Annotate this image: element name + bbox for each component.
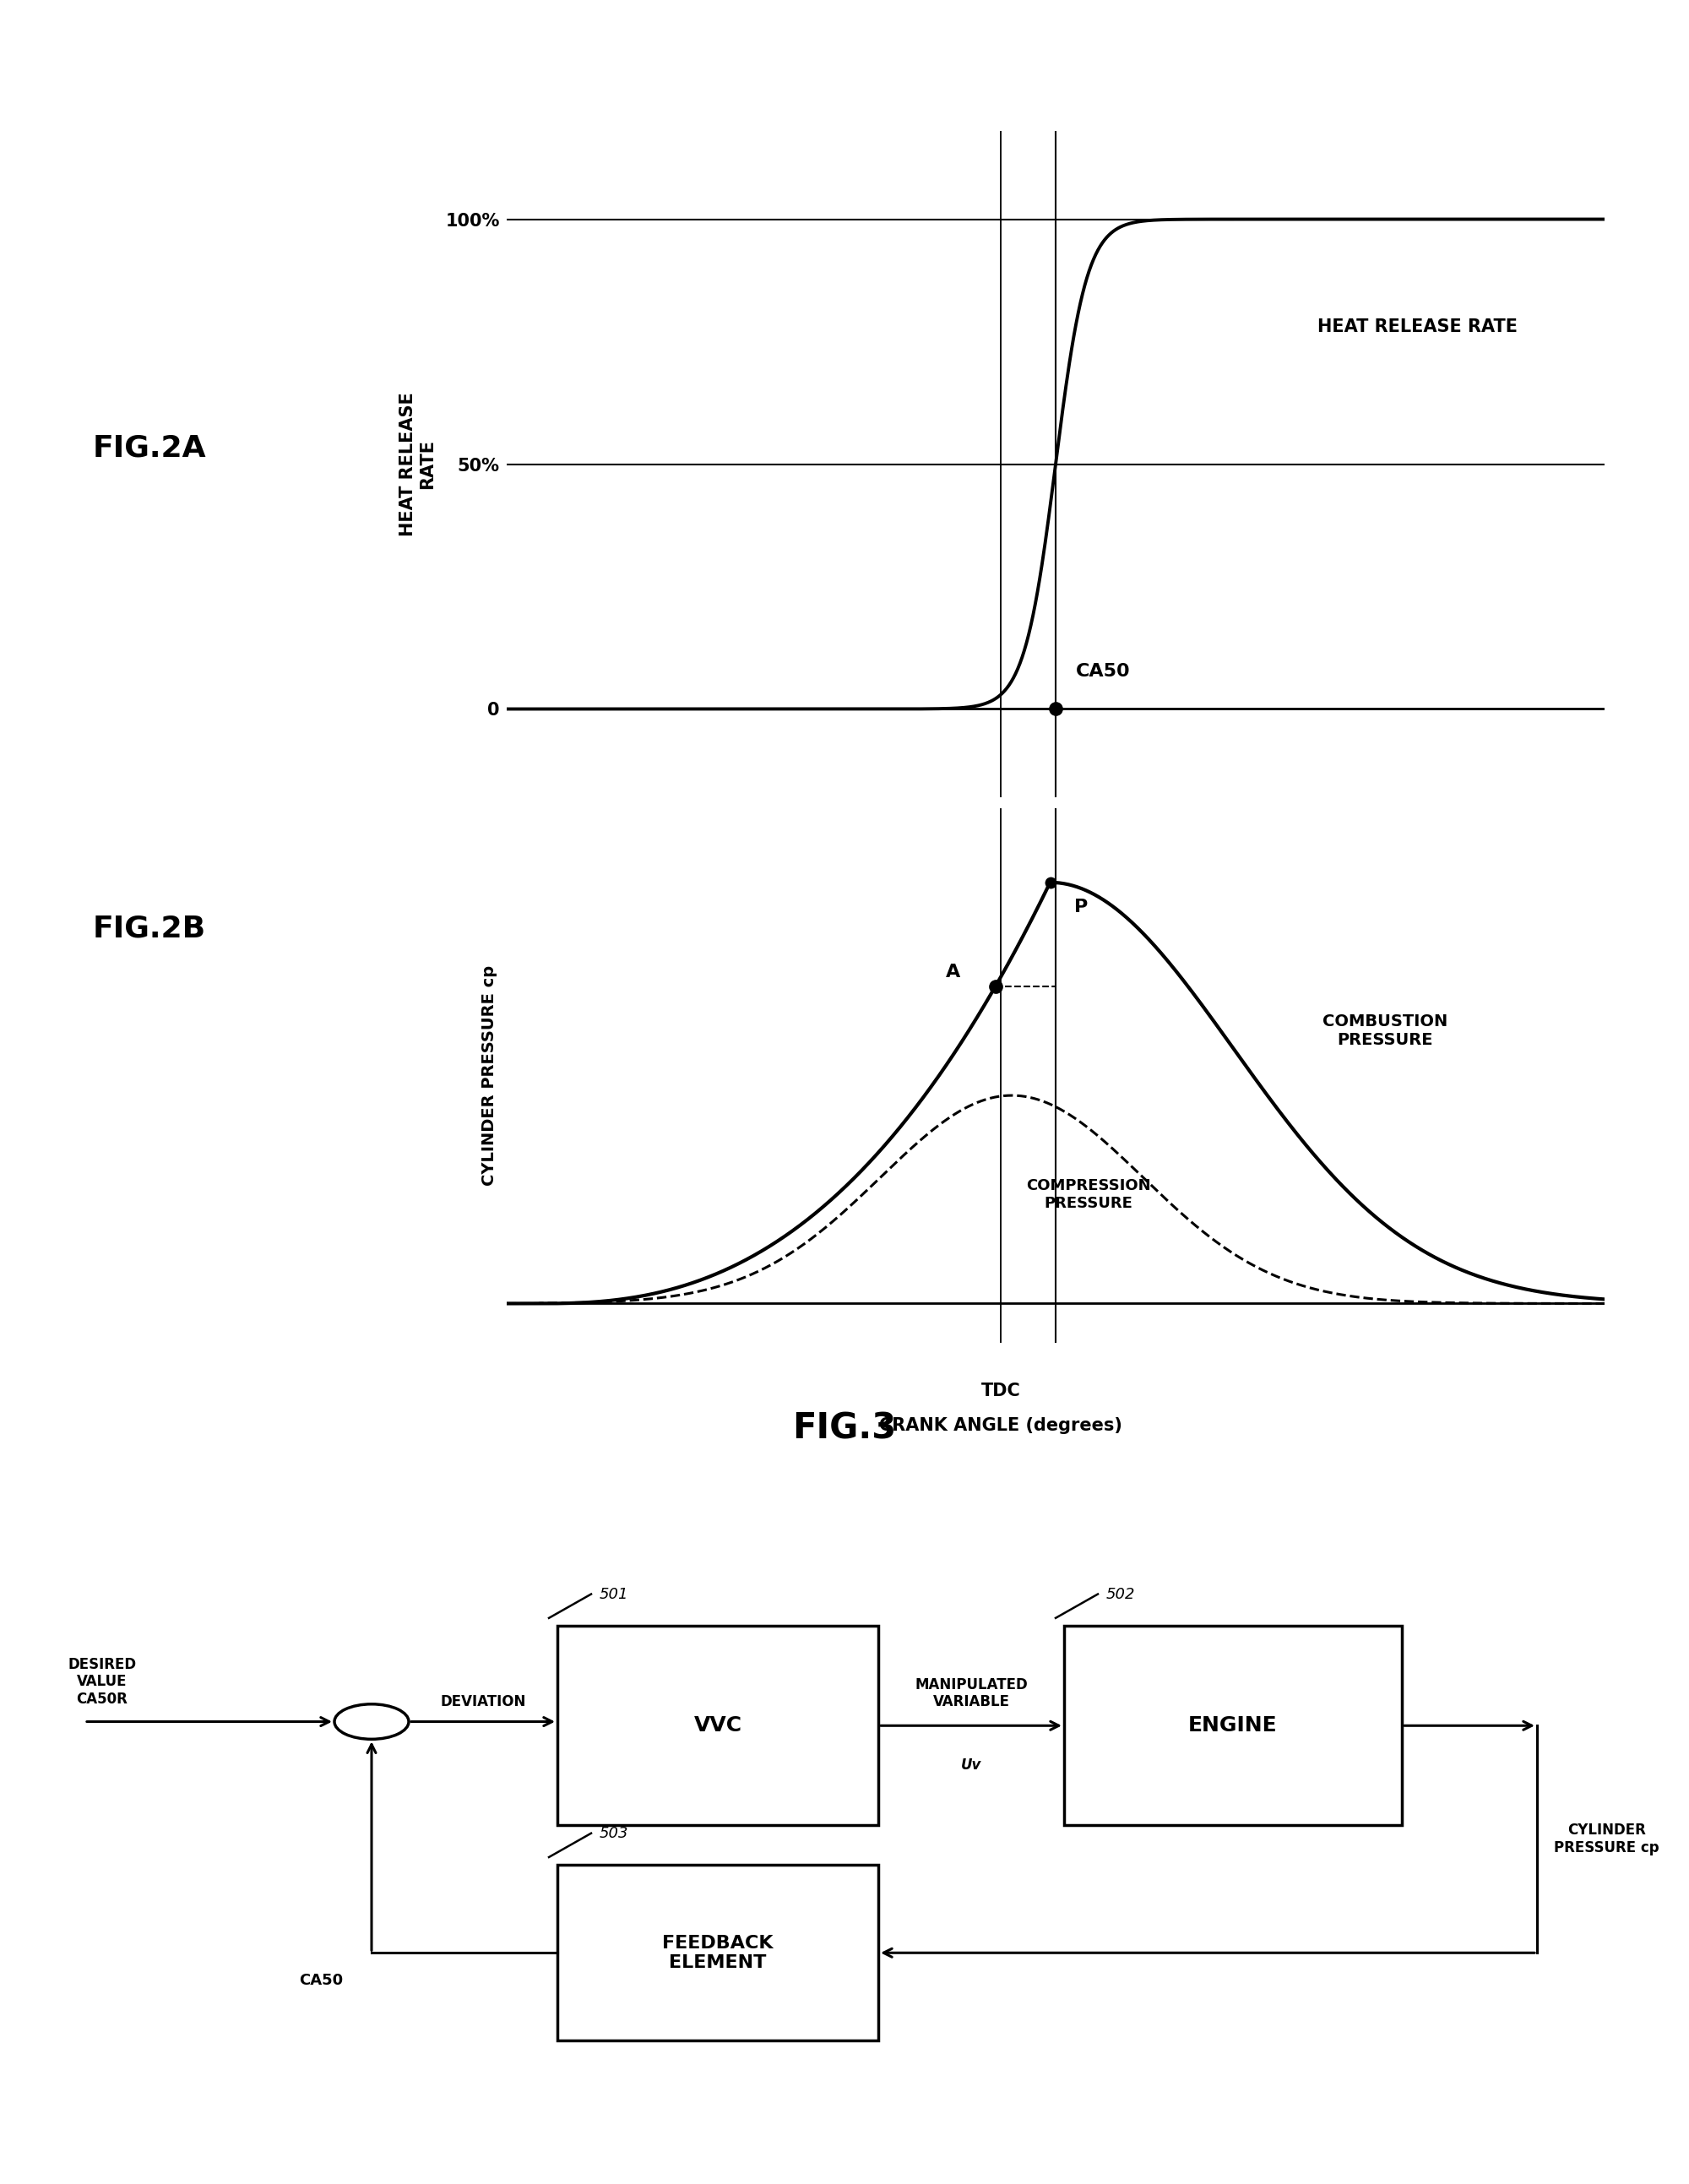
Y-axis label: CYLINDER PRESSURE cp: CYLINDER PRESSURE cp bbox=[481, 965, 497, 1186]
Bar bbox=[557, 1865, 878, 2040]
Text: 502: 502 bbox=[1106, 1588, 1135, 1603]
Text: FEEDBACK
ELEMENT: FEEDBACK ELEMENT bbox=[662, 1935, 774, 1972]
Bar bbox=[557, 1625, 878, 1826]
Text: CA50: CA50 bbox=[299, 1972, 343, 1987]
Text: FIG.2B: FIG.2B bbox=[93, 913, 206, 943]
Text: ENGINE: ENGINE bbox=[1189, 1714, 1277, 1736]
Text: 501: 501 bbox=[600, 1588, 628, 1603]
Text: MANIPULATED
VARIABLE: MANIPULATED VARIABLE bbox=[915, 1677, 1027, 1710]
Text: VVC: VVC bbox=[694, 1714, 741, 1736]
Text: HEAT RELEASE RATE: HEAT RELEASE RATE bbox=[1317, 319, 1518, 336]
Text: P: P bbox=[1074, 898, 1088, 915]
Text: COMPRESSION
PRESSURE: COMPRESSION PRESSURE bbox=[1027, 1177, 1150, 1210]
Circle shape bbox=[334, 1704, 409, 1738]
Text: DEVIATION: DEVIATION bbox=[441, 1695, 525, 1710]
Text: DESIRED
VALUE
CA50R: DESIRED VALUE CA50R bbox=[68, 1658, 137, 1708]
Text: CA50: CA50 bbox=[1076, 662, 1130, 679]
Text: CRANK ANGLE (degrees): CRANK ANGLE (degrees) bbox=[880, 1417, 1121, 1435]
Text: Uv: Uv bbox=[961, 1758, 981, 1773]
Y-axis label: HEAT RELEASE
RATE: HEAT RELEASE RATE bbox=[399, 391, 436, 537]
Text: CYLINDER
PRESSURE cp: CYLINDER PRESSURE cp bbox=[1554, 1824, 1659, 1856]
Text: A: A bbox=[946, 963, 961, 981]
Text: TDC: TDC bbox=[981, 1382, 1020, 1400]
Text: FIG.2A: FIG.2A bbox=[93, 432, 206, 463]
Text: COMBUSTION
PRESSURE: COMBUSTION PRESSURE bbox=[1322, 1013, 1447, 1048]
Bar bbox=[1064, 1625, 1402, 1826]
Text: FIG.3: FIG.3 bbox=[792, 1411, 897, 1446]
Text: 503: 503 bbox=[600, 1826, 628, 1841]
